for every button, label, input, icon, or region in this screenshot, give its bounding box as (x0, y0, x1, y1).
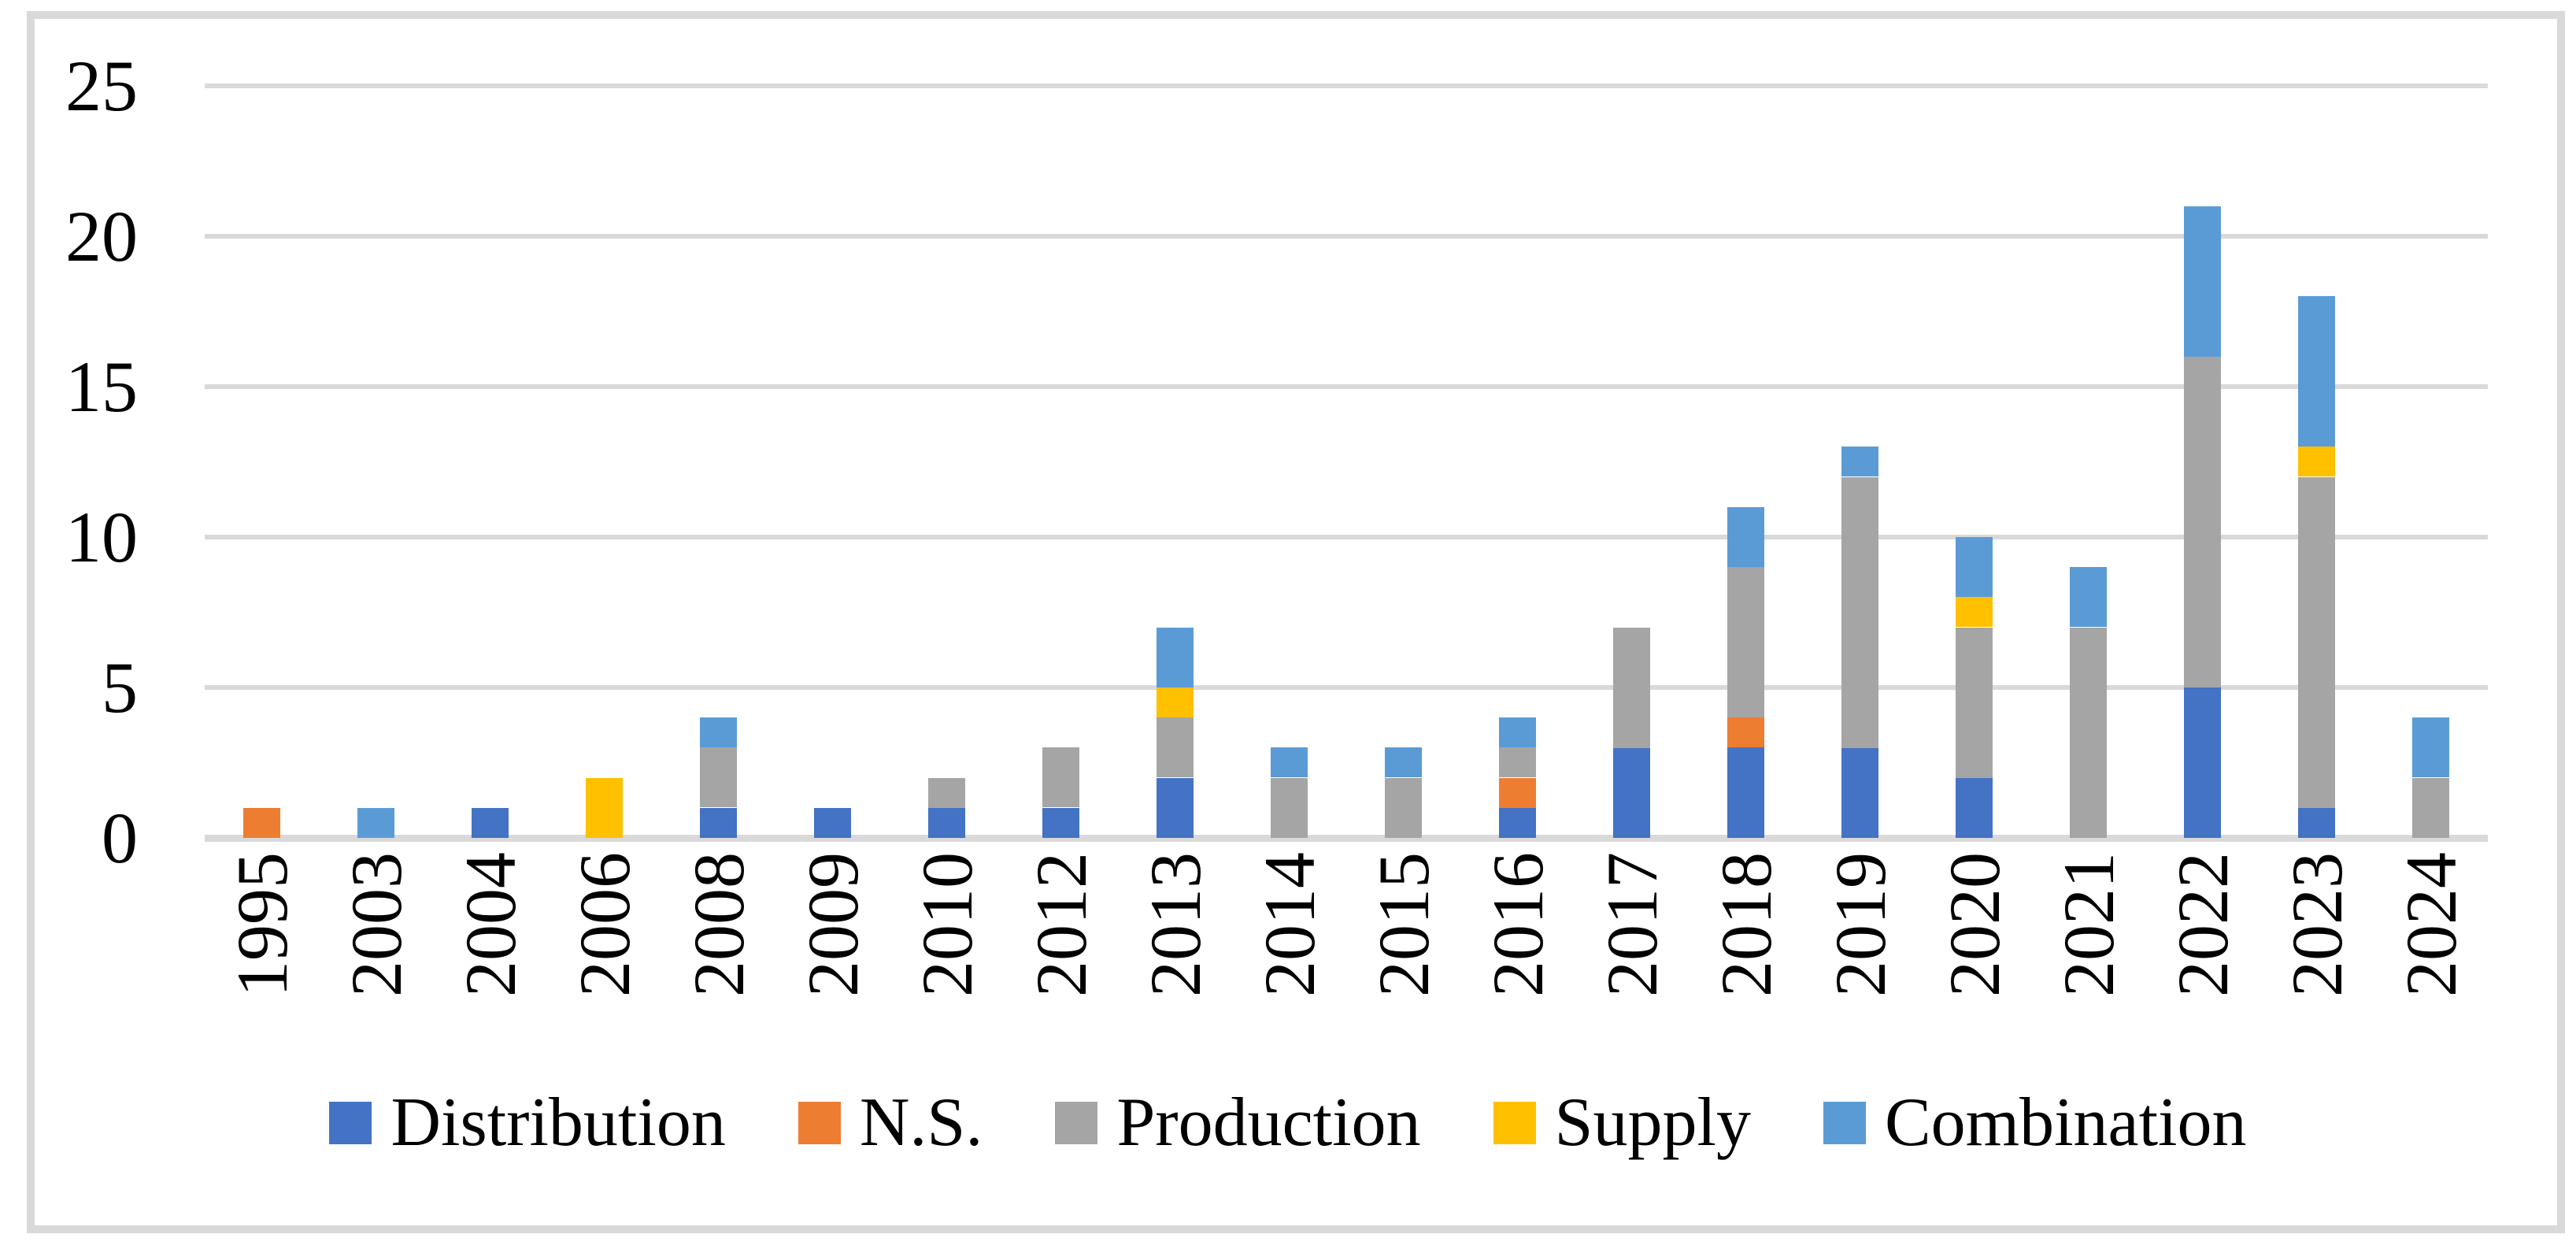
bar-segment-distribution-2019 (1841, 747, 1878, 838)
x-tick-label-2024: 2024 (2391, 852, 2471, 997)
y-tick-label: 15 (65, 347, 138, 427)
legend-swatch-icon (1055, 1102, 1098, 1144)
legend-label: Supply (1554, 1084, 1751, 1161)
bar-segment-distribution-2009 (814, 808, 851, 838)
bar-segment-combination-2014 (1271, 747, 1308, 777)
legend-item-combination: Combination (1823, 1085, 2247, 1161)
bar-segment-production-2017 (1613, 628, 1650, 748)
bar-segment-distribution-2008 (700, 808, 737, 838)
gridline (205, 535, 2488, 539)
legend-item-ns: N.S. (798, 1085, 983, 1161)
x-tick-label-2006: 2006 (564, 852, 645, 997)
bar-segment-distribution-2018 (1727, 747, 1764, 838)
legend-label: Production (1116, 1084, 1421, 1161)
legend-item-distribution: Distribution (329, 1084, 726, 1161)
bar-segment-ns-1995 (243, 808, 280, 838)
x-tick-label-2016: 2016 (1478, 852, 1558, 997)
legend-swatch-icon (1493, 1102, 1536, 1144)
bar-segment-ns-2016 (1499, 778, 1536, 808)
bar-segment-distribution-2017 (1613, 747, 1650, 838)
bar-segment-supply-2006 (586, 778, 623, 838)
bar-segment-distribution-2004 (472, 808, 509, 838)
x-tick-label-2009: 2009 (793, 852, 873, 997)
x-tick-label-2018: 2018 (1706, 852, 1786, 997)
bar-segment-production-2022 (2184, 357, 2221, 688)
bar-segment-combination-2018 (1727, 507, 1764, 567)
y-tick-label: 0 (102, 798, 138, 878)
legend-label: Combination (1884, 1084, 2247, 1161)
bar-segment-production-2016 (1499, 747, 1536, 777)
bar-segment-distribution-2020 (1956, 778, 1993, 838)
x-axis-line (205, 835, 2488, 842)
bar-segment-distribution-2022 (2184, 688, 2221, 838)
bar-segment-supply-2020 (1956, 597, 1993, 627)
legend-item-supply: Supply (1493, 1085, 1751, 1161)
legend-label: N.S. (859, 1084, 983, 1161)
legend-swatch-icon (329, 1102, 372, 1144)
legend-item-production: Production (1055, 1084, 1421, 1161)
bar-segment-combination-2016 (1499, 717, 1536, 747)
y-tick-label: 5 (102, 647, 138, 728)
bar-segment-production-2021 (2070, 628, 2107, 838)
y-tick-label: 10 (65, 497, 138, 577)
gridline (205, 384, 2488, 389)
x-tick-label-1995: 1995 (222, 852, 302, 997)
bar-segment-combination-2024 (2412, 717, 2449, 777)
gridline (205, 234, 2488, 239)
bar-segment-production-2012 (1042, 747, 1079, 807)
bar-segment-ns-2018 (1727, 717, 1764, 747)
x-tick-label-2017: 2017 (1592, 852, 1672, 997)
x-tick-label-2020: 2020 (1934, 852, 2015, 997)
bar-segment-production-2008 (700, 747, 737, 807)
gridline (205, 685, 2488, 690)
bar-segment-production-2013 (1157, 717, 1194, 777)
bar-segment-combination-2023 (2298, 296, 2335, 447)
legend-swatch-icon (1823, 1102, 1866, 1144)
bar-segment-distribution-2016 (1499, 808, 1536, 838)
legend: Distribution N.S. Production Supply Combinat… (0, 1085, 2576, 1161)
bar-segment-distribution-2013 (1157, 778, 1194, 838)
x-tick-label-2021: 2021 (2049, 852, 2129, 997)
bar-segment-combination-2003 (357, 808, 394, 838)
bar-segment-combination-2015 (1385, 747, 1422, 777)
bar-segment-supply-2013 (1157, 688, 1194, 717)
x-tick-label-2008: 2008 (679, 852, 759, 997)
bar-segment-production-2010 (928, 778, 965, 808)
bar-segment-combination-2020 (1956, 537, 1993, 597)
legend-swatch-icon (798, 1102, 841, 1144)
x-tick-label-2015: 2015 (1364, 852, 1444, 997)
bar-segment-supply-2023 (2298, 447, 2335, 476)
y-tick-label: 20 (65, 196, 138, 276)
x-tick-label-2019: 2019 (1820, 852, 1901, 997)
bar-segment-production-2018 (1727, 567, 1764, 717)
bar-segment-production-2023 (2298, 477, 2335, 808)
bar-segment-production-2024 (2412, 778, 2449, 838)
x-tick-label-2004: 2004 (450, 852, 531, 997)
bar-segment-production-2015 (1385, 778, 1422, 838)
chart-frame (27, 11, 2565, 1233)
bar-segment-combination-2008 (700, 717, 737, 747)
bar-segment-combination-2021 (2070, 567, 2107, 627)
bar-segment-distribution-2023 (2298, 808, 2335, 838)
bar-segment-combination-2022 (2184, 206, 2221, 357)
bar-segment-production-2020 (1956, 628, 1993, 778)
x-tick-label-2023: 2023 (2277, 852, 2357, 997)
y-tick-label: 25 (65, 46, 138, 126)
x-tick-label-2022: 2022 (2163, 852, 2243, 997)
x-tick-label-2010: 2010 (907, 852, 987, 997)
legend-label: Distribution (390, 1084, 726, 1161)
bar-segment-production-2019 (1841, 477, 1878, 748)
x-tick-label-2003: 2003 (336, 852, 416, 997)
x-tick-label-2014: 2014 (1249, 852, 1330, 997)
bar-segment-production-2014 (1271, 778, 1308, 838)
x-tick-label-2013: 2013 (1135, 852, 1216, 997)
bar-segment-distribution-2010 (928, 808, 965, 838)
gridline (205, 83, 2488, 88)
bar-segment-combination-2013 (1157, 628, 1194, 688)
bar-segment-distribution-2012 (1042, 808, 1079, 838)
x-tick-label-2012: 2012 (1021, 852, 1101, 997)
bar-segment-combination-2019 (1841, 447, 1878, 476)
